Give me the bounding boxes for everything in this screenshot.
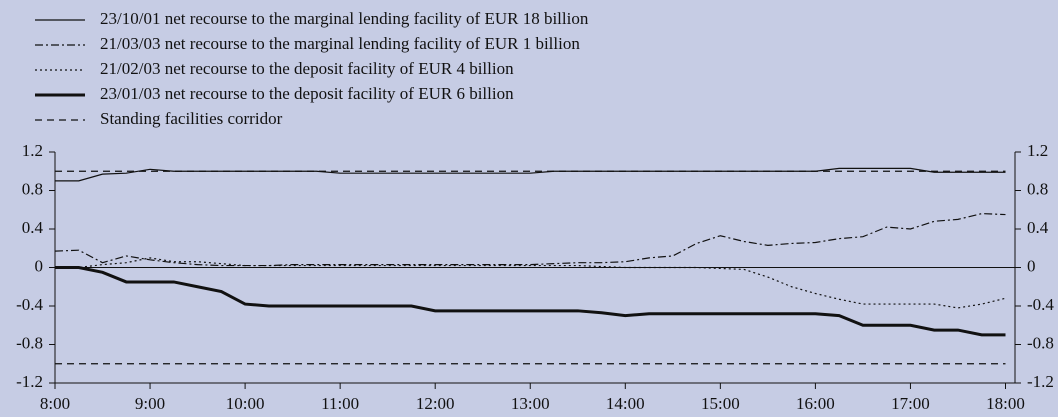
y-tick-label: 1.2 [22, 141, 43, 160]
y2-tick-label: -0.4 [1027, 295, 1054, 314]
y2-tick-label: -0.8 [1027, 333, 1054, 352]
y2-tick-label: 0.4 [1027, 218, 1049, 237]
y2-tick-label: 0 [1027, 256, 1036, 275]
legend-label: 21/02/03 net recourse to the deposit fac… [100, 59, 514, 78]
y-tick-label: -1.2 [16, 372, 43, 391]
x-tick-label: 14:00 [606, 394, 645, 413]
x-tick-label: 13:00 [511, 394, 550, 413]
y-tick-label: -0.4 [16, 295, 43, 314]
x-tick-label: 11:00 [321, 394, 359, 413]
legend-label: 23/01/03 net recourse to the deposit fac… [100, 84, 514, 103]
x-tick-label: 17:00 [891, 394, 930, 413]
y2-tick-label: 1.2 [1027, 141, 1048, 160]
series-line [55, 257, 1006, 309]
x-tick-label: 15:00 [701, 394, 740, 413]
x-tick-label: 10:00 [226, 394, 265, 413]
y2-tick-label: 0.8 [1027, 179, 1048, 198]
y-tick-label: 0.8 [22, 179, 43, 198]
legend-label: 21/03/03 net recourse to the marginal le… [100, 34, 580, 53]
series-line [55, 266, 1006, 337]
x-tick-label: 8:00 [40, 394, 70, 413]
legend-label: Standing facilities corridor [100, 109, 283, 128]
x-tick-label: 18:00 [986, 394, 1025, 413]
y2-tick-label: -1.2 [1027, 372, 1054, 391]
x-tick-label: 16:00 [796, 394, 835, 413]
y-tick-label: 0.4 [22, 218, 44, 237]
series-line [55, 167, 1006, 182]
legend-label: 23/10/01 net recourse to the marginal le… [100, 9, 589, 28]
x-tick-label: 9:00 [135, 394, 165, 413]
y-tick-label: -0.8 [16, 333, 43, 352]
y-tick-label: 0 [35, 256, 44, 275]
series-line [54, 212, 1006, 267]
x-tick-label: 12:00 [416, 394, 455, 413]
